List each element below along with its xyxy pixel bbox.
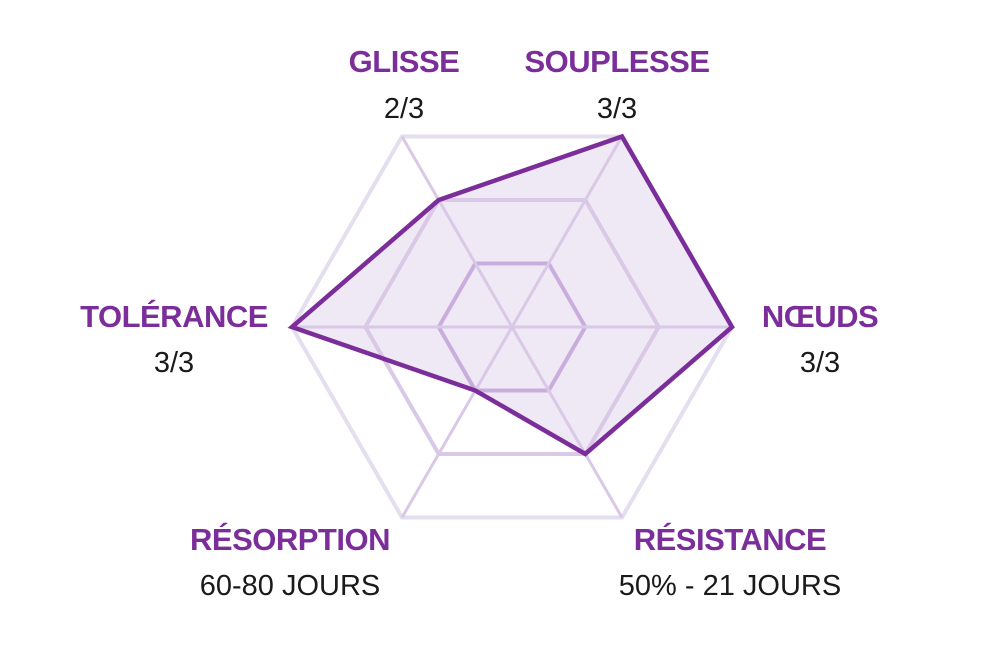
radar-area-fill [292, 136, 732, 454]
radar-spoke [510, 326, 624, 519]
radar-series-line [287, 133, 735, 457]
radar-spoke [510, 135, 624, 328]
radar-spoke [400, 326, 514, 519]
axis-value-label: 3/3 [597, 93, 637, 125]
axis-label: RÉSISTANCE [634, 522, 827, 557]
axis-label: RÉSORPTION [190, 522, 390, 557]
axis-value-label: 2/3 [384, 93, 424, 125]
radar-labels: GLISSE 2/3 SOUPLESSE 3/3 NŒUDS 3/3 RÉSISTANCE 5… [80, 44, 879, 602]
radar-spoke [400, 135, 514, 328]
axis-label: NŒUDS [762, 299, 878, 334]
axis-value-label: 3/3 [154, 347, 194, 379]
axis-label: TOLÉRANCE [80, 299, 268, 334]
axis-label: GLISSE [349, 44, 460, 79]
radar-series [287, 133, 735, 457]
axis-value-label: 50% - 21 JOURS [619, 570, 841, 602]
axis-value-label: 60-80 JOURS [200, 570, 381, 602]
radar-grid [289, 134, 735, 520]
axis-value-label: 3/3 [800, 347, 840, 379]
axis-label: SOUPLESSE [525, 44, 710, 79]
